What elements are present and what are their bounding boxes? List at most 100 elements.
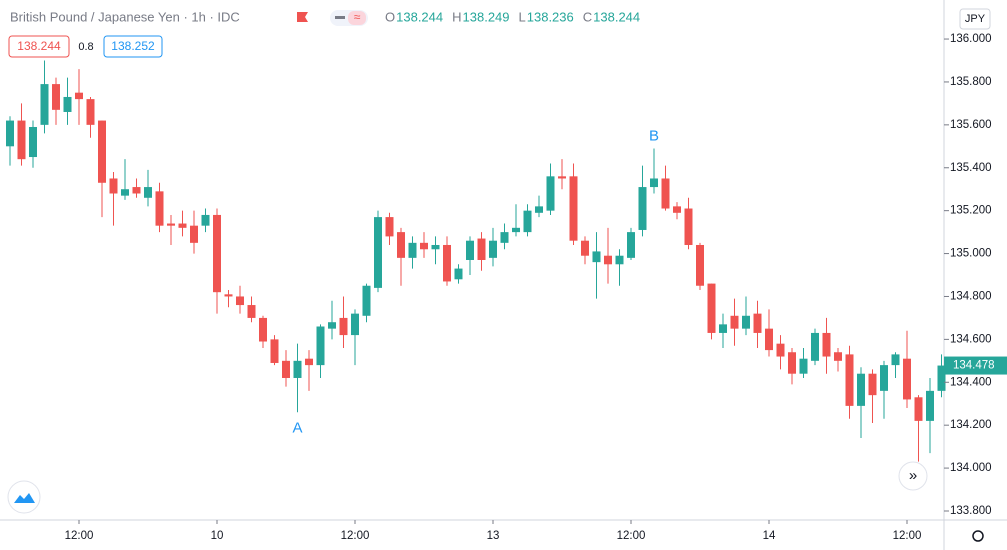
ohlc-legend: O 138.244 H 138.249 L 138.236 C 138.244 <box>385 9 640 24</box>
candle-body <box>52 84 60 110</box>
candle-body <box>627 232 635 258</box>
candle-body <box>282 360 290 378</box>
flag-icon <box>297 12 308 22</box>
candle-body <box>351 313 359 336</box>
sell-button[interactable] <box>8 35 70 58</box>
candle-body <box>121 189 129 196</box>
candle-body <box>29 126 37 158</box>
scroll-button[interactable] <box>898 461 928 491</box>
plot: AB <box>6 60 946 462</box>
candle-body <box>834 352 842 361</box>
icon: ≈ <box>354 10 361 24</box>
x-tick-label: 12:00 <box>617 530 646 542</box>
buy-price[interactable]: 138.252 <box>111 39 155 53</box>
ohlc-label: O <box>385 9 395 24</box>
y-tick-label: 135.200 <box>950 205 992 217</box>
y-tick-label: 134.600 <box>950 333 992 345</box>
candle-body <box>776 343 785 357</box>
candle-body <box>224 294 233 297</box>
logo-icon <box>14 493 35 503</box>
candle-body <box>673 206 681 213</box>
candle-body <box>811 332 819 361</box>
candle-body <box>86 99 95 125</box>
candle-body <box>167 223 175 226</box>
candle-body <box>753 313 762 333</box>
x-tick-label: 14 <box>763 530 776 542</box>
scroll-icon: » <box>909 467 917 484</box>
ohlc-value: 138.249 <box>463 9 510 24</box>
candle-body <box>270 339 279 363</box>
candle-body <box>765 328 773 351</box>
y-tick-label: 133.800 <box>950 505 992 517</box>
x-tick-label: 12:00 <box>65 530 94 542</box>
candle-body <box>305 358 313 366</box>
y-tick-label: 136.000 <box>950 33 992 45</box>
candle-body <box>362 285 371 316</box>
candle-body <box>788 352 796 374</box>
candle-body <box>454 268 463 280</box>
candle-body <box>523 210 532 233</box>
candle-body <box>40 84 49 125</box>
annotation: B <box>649 127 659 144</box>
sell-price[interactable]: 138.244 <box>17 39 61 53</box>
candle-body <box>201 214 210 226</box>
candle-body <box>236 296 244 306</box>
x-tick-label: 10 <box>211 530 224 542</box>
candle-body <box>500 232 509 243</box>
settings-icon[interactable] <box>972 530 984 542</box>
ohlc-label: L <box>519 9 526 24</box>
candle-body <box>891 354 900 366</box>
candle-body <box>696 244 704 286</box>
last-price-box <box>944 356 1007 375</box>
candle-body <box>546 176 555 211</box>
candle-body <box>144 187 152 198</box>
candle-body <box>75 92 83 100</box>
candle-body <box>178 223 187 228</box>
candle-body <box>592 251 601 263</box>
candle-body <box>17 120 26 160</box>
candle-body <box>914 397 923 421</box>
candle-body <box>397 232 405 258</box>
candle-body <box>213 214 221 293</box>
candle-body <box>63 96 72 112</box>
candle-body <box>316 326 325 366</box>
candle-body <box>293 360 302 378</box>
buy-button[interactable] <box>103 35 163 58</box>
icon <box>348 11 366 25</box>
candle-body <box>420 242 428 250</box>
candle-body <box>408 242 417 258</box>
x-tick-label: 12:00 <box>341 530 370 542</box>
candle-body <box>558 176 566 179</box>
currency-button[interactable] <box>959 8 991 30</box>
candle-body <box>443 244 451 282</box>
annotation: A <box>292 419 302 436</box>
candle-body <box>661 178 670 209</box>
candle-body <box>615 255 624 265</box>
candle-body <box>385 217 394 237</box>
candle-body <box>190 225 198 243</box>
candle-body <box>155 191 164 226</box>
candle-body <box>604 255 612 265</box>
candle-body <box>742 315 750 329</box>
currency[interactable]: JPY <box>965 13 986 25</box>
candle-body <box>730 315 739 329</box>
ohlc-value: 138.236 <box>527 9 574 24</box>
candle-body <box>98 120 106 183</box>
last-price: 134.478 <box>953 360 995 372</box>
candle-body <box>535 206 543 213</box>
y-tick-label: 134.400 <box>950 376 992 388</box>
candle-body <box>466 240 474 260</box>
candle-body <box>247 305 256 318</box>
candle-body <box>569 176 578 241</box>
ohlc-value: 138.244 <box>396 9 443 24</box>
spread: 0.8 <box>78 41 93 53</box>
ohlc-label: H <box>452 9 461 24</box>
candle-body <box>431 244 440 250</box>
candle-body <box>132 187 141 194</box>
logo-button[interactable] <box>7 480 41 514</box>
y-tick-label: 134.000 <box>950 462 992 474</box>
candle-body <box>707 283 716 333</box>
candle-body <box>903 358 911 400</box>
